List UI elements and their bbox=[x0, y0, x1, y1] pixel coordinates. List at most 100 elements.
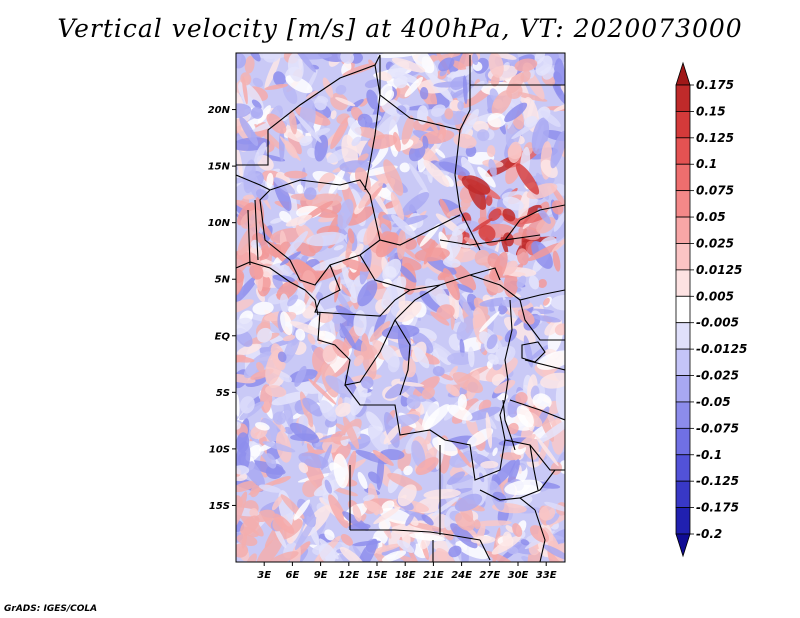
colorbar-box bbox=[675, 111, 691, 139]
colorbar-box bbox=[675, 269, 691, 297]
field-patch bbox=[264, 262, 296, 279]
field-patch bbox=[502, 208, 516, 222]
latitude-labels: 20N 15N 10N 5N EQ 5S 10S 15S bbox=[208, 105, 231, 512]
field-patch bbox=[457, 101, 465, 111]
field-patch bbox=[488, 53, 504, 78]
field-patch bbox=[279, 136, 301, 162]
field-patch bbox=[289, 422, 320, 444]
field-patch bbox=[504, 102, 528, 122]
field-patch bbox=[296, 184, 304, 194]
lat-label: 15S bbox=[209, 501, 230, 512]
field-patch bbox=[435, 148, 446, 159]
field-patch bbox=[436, 304, 455, 320]
field-patch bbox=[442, 257, 461, 268]
field-patch bbox=[518, 226, 541, 241]
field-patch bbox=[363, 500, 384, 514]
colorbar-box bbox=[675, 216, 691, 244]
field-patch bbox=[236, 173, 261, 186]
border-sudan-ssudan bbox=[439, 234, 541, 246]
field-patch bbox=[544, 319, 562, 336]
field-patch bbox=[342, 511, 369, 531]
field-patch bbox=[477, 166, 496, 188]
lon-label: 33E bbox=[536, 570, 557, 581]
field-patch bbox=[342, 62, 377, 77]
colorbar-label: 0.175 bbox=[696, 78, 734, 92]
field-patch bbox=[363, 217, 380, 246]
field-patch bbox=[425, 340, 455, 361]
colorbar-box bbox=[675, 401, 691, 429]
field-patch bbox=[460, 199, 471, 209]
field-patch bbox=[433, 81, 470, 88]
field-patch bbox=[439, 373, 454, 381]
field-patch bbox=[518, 191, 530, 224]
field-patch bbox=[502, 196, 524, 211]
field-patch bbox=[322, 77, 334, 98]
field-patch bbox=[518, 434, 536, 450]
field-patch bbox=[257, 105, 271, 124]
field-patch bbox=[305, 282, 322, 309]
field-patch bbox=[499, 452, 522, 461]
field-patch bbox=[477, 129, 490, 142]
field-patch bbox=[306, 90, 319, 100]
field-patch bbox=[540, 110, 561, 127]
field-patch bbox=[551, 237, 565, 253]
field-patch bbox=[330, 110, 337, 120]
field-patch bbox=[517, 309, 535, 325]
field-patch bbox=[487, 353, 499, 365]
field-patch bbox=[551, 200, 564, 215]
field-patch bbox=[479, 311, 500, 333]
field-patch bbox=[239, 116, 259, 146]
lat-label: 20N bbox=[208, 105, 231, 116]
country-borders bbox=[236, 54, 565, 562]
field-patch bbox=[388, 414, 420, 428]
colorbar-top-triangle bbox=[675, 61, 691, 86]
field-patch bbox=[396, 539, 415, 553]
lake-tanganyika bbox=[502, 399, 516, 451]
field-patch bbox=[364, 79, 381, 88]
field-patch bbox=[256, 536, 284, 562]
field-patch bbox=[381, 550, 407, 562]
field-patch bbox=[236, 275, 259, 305]
border-kenya-uganda bbox=[519, 299, 565, 371]
field-patch bbox=[538, 435, 550, 465]
field-patch bbox=[236, 491, 248, 530]
field-patch bbox=[491, 251, 508, 283]
field-patch bbox=[471, 53, 479, 66]
field-patch bbox=[528, 275, 540, 290]
colorbar-box bbox=[675, 137, 691, 165]
field-patch bbox=[449, 89, 466, 100]
field-patch bbox=[272, 274, 295, 283]
field-patch bbox=[550, 130, 565, 169]
field-patch bbox=[255, 422, 270, 431]
field-patch bbox=[332, 339, 350, 359]
field-patch bbox=[515, 391, 528, 405]
field-patch bbox=[421, 387, 435, 400]
field-patch bbox=[395, 301, 422, 323]
field-patch bbox=[304, 458, 326, 491]
border-benin-togo bbox=[247, 199, 259, 266]
field-patch bbox=[421, 514, 434, 526]
border-botswana bbox=[432, 539, 491, 562]
lon-label: 24E bbox=[451, 570, 472, 581]
colorbar-label: -0.1 bbox=[696, 448, 722, 462]
field-patch bbox=[324, 479, 333, 494]
field-patch bbox=[377, 71, 392, 82]
field-patch bbox=[454, 512, 475, 531]
field-patch bbox=[257, 218, 274, 240]
field-patch bbox=[289, 110, 297, 135]
field-patch bbox=[256, 361, 265, 373]
colorbar-box bbox=[675, 163, 691, 192]
field-patch bbox=[387, 356, 400, 373]
lon-label: 27E bbox=[479, 570, 500, 581]
field-patch bbox=[523, 115, 538, 128]
field-patch bbox=[446, 206, 468, 217]
field-patch bbox=[321, 444, 332, 471]
field-patch bbox=[319, 400, 337, 422]
field-patch bbox=[447, 352, 474, 365]
field-patch bbox=[236, 299, 254, 315]
colorbar-label: -0.025 bbox=[696, 369, 739, 383]
field-patch bbox=[244, 56, 255, 74]
field-patch bbox=[347, 228, 355, 244]
field-patch bbox=[455, 283, 474, 293]
